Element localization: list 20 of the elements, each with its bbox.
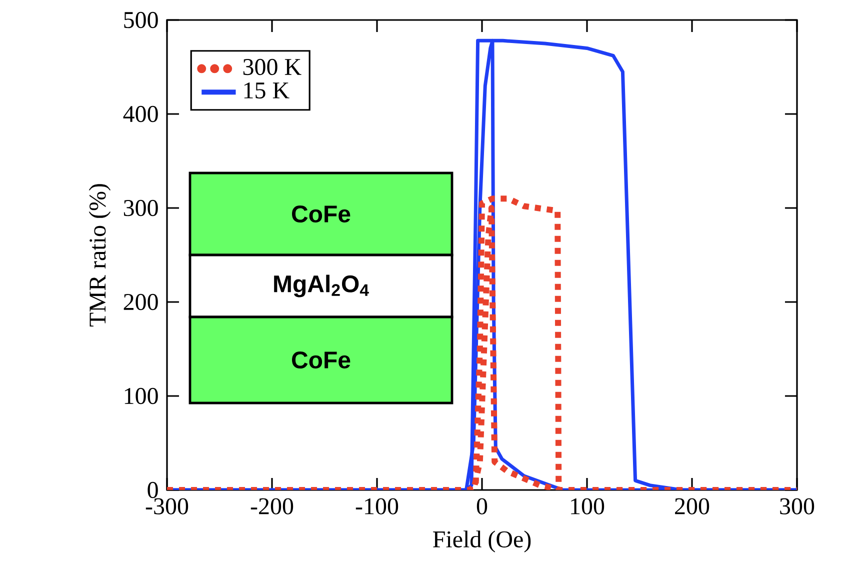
x-axis-title: Field (Oe) [433,530,531,552]
x-tick-label: 200 [675,498,710,514]
annotation: CoFe [292,206,350,222]
x-tick-label: 300 [780,498,814,514]
annotation: CoFe [292,352,350,368]
y-tick-label: 300 [124,200,158,216]
x-tick-label: 100 [571,498,604,514]
x-tick-label: -100 [356,498,398,514]
y-tick-label: 500 [124,12,158,28]
annotation: MgAl$_{2}$O$_{4}$ [274,274,369,298]
y-tick-label: 0 [148,482,158,498]
x-tick-label: -300 [146,498,188,514]
y-axis-title: TMR ratio (%) [88,184,111,327]
x-tick-label: 0 [476,498,488,514]
legend-label: 300 K [243,58,302,76]
y-tick-label: 200 [124,294,158,310]
y-tick-label: 100 [124,388,158,404]
y-tick-label: 400 [123,106,158,122]
x-tick-label: -200 [250,498,294,514]
legend-label: 15 K [244,82,290,99]
